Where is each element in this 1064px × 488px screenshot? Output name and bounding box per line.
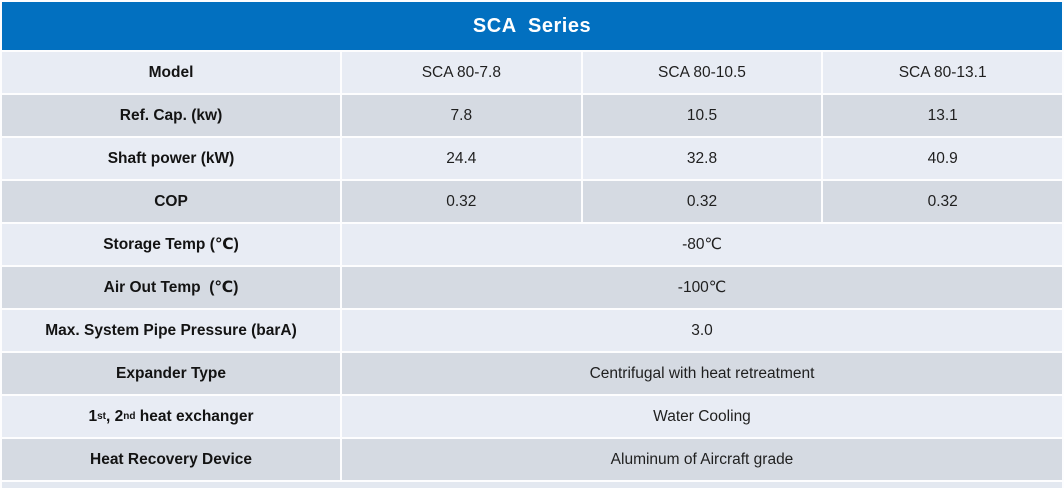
- row-label: Expander Type: [2, 353, 340, 394]
- value-cell: SCA 80-10.5: [582, 52, 822, 93]
- value-cell: 0.32: [342, 181, 581, 222]
- row-label: COP: [2, 181, 340, 222]
- value-cell: 10.5: [582, 95, 822, 136]
- table-title-bar: SCA Series: [2, 2, 1062, 50]
- value-cell: 32.8: [582, 138, 822, 179]
- span-value-cell: Water Cooling: [342, 396, 1062, 437]
- span-value-cell: -100℃: [342, 267, 1062, 308]
- value-cell: 0.32: [823, 181, 1062, 222]
- value-cell: 7.8: [342, 95, 581, 136]
- value-cell: SCA 80-13.1: [823, 52, 1062, 93]
- row-label: Shaft power (kW): [2, 138, 340, 179]
- row-label: Storage Temp (℃): [2, 224, 340, 265]
- value-cell: 40.9: [823, 138, 1062, 179]
- span-value-cell: Aluminum of Aircraft grade: [342, 439, 1062, 480]
- value-cell: 13.1: [823, 95, 1062, 136]
- span-value-cell: Centrifugal with heat retreatment: [342, 353, 1062, 394]
- row-label: Air Out Temp (℃): [2, 267, 340, 308]
- row-label: Max. System Pipe Pressure (barA): [2, 310, 340, 351]
- row-label: Model: [2, 52, 340, 93]
- spec-table: Model SCA 80-7.8 SCA 80-10.5 SCA 80-13.1 Ref…: [2, 52, 1062, 480]
- value-cell: SCA 80-7.8: [342, 52, 581, 93]
- value-cell: 0.32: [582, 181, 822, 222]
- span-value-cell: 3.0: [342, 310, 1062, 351]
- value-cell: 24.4: [342, 138, 581, 179]
- row-label: Heat Recovery Device: [2, 439, 340, 480]
- bottom-strip: [2, 482, 1062, 488]
- table-title: SCA Series: [472, 14, 592, 37]
- span-value-cell: -80℃: [342, 224, 1062, 265]
- row-label: Ref. Cap. (kw): [2, 95, 340, 136]
